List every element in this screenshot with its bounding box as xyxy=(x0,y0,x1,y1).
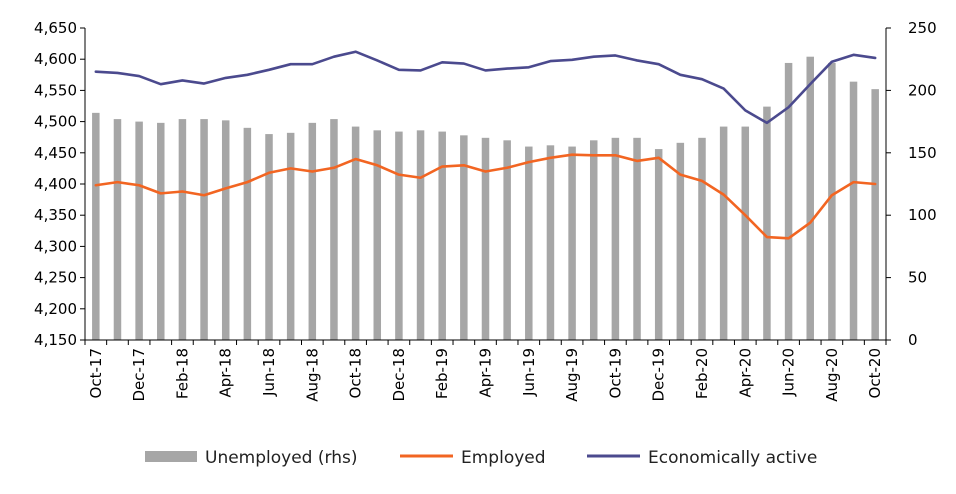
x-tick-label: Jun-18 xyxy=(260,348,278,397)
left-tick-label: 4,650 xyxy=(34,19,77,37)
x-tick-label: Dec-18 xyxy=(390,348,408,402)
bar-unemployed-Apr-18 xyxy=(221,120,230,340)
x-tick-label: Aug-19 xyxy=(563,348,581,402)
bar-unemployed-Jan-18 xyxy=(157,122,165,340)
bar-unemployed-Mar-20 xyxy=(719,126,728,340)
legend-label-employed: Employed xyxy=(461,448,546,468)
bar-unemployed-Nov-19 xyxy=(633,137,641,340)
left-tick-label: 4,600 xyxy=(34,50,77,68)
bar-unemployed-Dec-17 xyxy=(135,121,143,340)
legend: Unemployed (rhs) Employed Economically a… xyxy=(145,448,817,468)
left-tick-label: 4,500 xyxy=(34,113,77,131)
bar-unemployed-Nov-18 xyxy=(373,130,382,340)
bar-unemployed-Aug-18 xyxy=(308,122,317,340)
x-tick-label: Dec-17 xyxy=(130,348,148,402)
x-tick-label: Aug-20 xyxy=(823,348,841,402)
bar-unemployed-Jan-20 xyxy=(676,142,685,340)
series-lines xyxy=(94,50,877,240)
bar-unemployed-Mar-18 xyxy=(200,119,208,340)
unemployed-bars xyxy=(92,56,879,341)
bar-unemployed-Feb-20 xyxy=(698,137,706,340)
x-axis-ticks: Oct-17 Dec-17 Feb-18 Apr-18 Jun-18 Aug-18 Oct-… xyxy=(84,340,887,402)
legend-swatch-unemployed xyxy=(145,451,197,462)
left-tick-label: 4,350 xyxy=(34,206,77,224)
x-tick-label: Aug-18 xyxy=(303,348,321,402)
x-tick-label: Apr-20 xyxy=(736,348,754,398)
x-tick-label: Oct-19 xyxy=(606,348,624,398)
right-tick-label: 0 xyxy=(908,331,918,349)
bar-unemployed-Oct-19 xyxy=(611,137,620,340)
bar-unemployed-Dec-19 xyxy=(654,149,663,340)
bar-unemployed-Sep-18 xyxy=(330,119,338,340)
x-tick-label: Dec-19 xyxy=(650,348,668,402)
bar-unemployed-Nov-17 xyxy=(113,119,122,340)
bar-unemployed-Aug-19 xyxy=(568,146,576,340)
bar-unemployed-May-20 xyxy=(763,106,771,341)
bar-unemployed-Jun-20 xyxy=(784,62,793,340)
bar-unemployed-Jul-20 xyxy=(806,56,814,340)
x-tick-label: Feb-18 xyxy=(173,348,191,399)
bar-unemployed-Feb-18 xyxy=(178,119,187,340)
x-tick-label: Oct-17 xyxy=(87,348,105,398)
left-tick-label: 4,450 xyxy=(34,144,77,162)
left-tick-label: 4,550 xyxy=(34,81,77,99)
bar-unemployed-Mar-19 xyxy=(460,135,468,340)
bar-unemployed-Apr-19 xyxy=(481,137,490,340)
legend-label-unemployed: Unemployed (rhs) xyxy=(205,448,357,468)
bar-unemployed-Jun-18 xyxy=(265,134,273,340)
bar-unemployed-Oct-18 xyxy=(351,126,360,340)
x-tick-label: Apr-18 xyxy=(217,348,235,398)
right-tick-label: 150 xyxy=(908,144,937,162)
legend-label-economically-active: Economically active xyxy=(648,448,817,468)
line-economically-active xyxy=(94,50,877,125)
x-tick-label: Feb-19 xyxy=(433,348,451,399)
x-tick-label: Oct-20 xyxy=(866,348,884,398)
x-tick-label: Apr-19 xyxy=(477,348,495,398)
left-axis-ticks: 4,150 4,200 4,250 4,300 4,350 4,400 4,450 4,500… xyxy=(34,19,85,349)
bar-unemployed-Aug-20 xyxy=(828,62,836,340)
bar-unemployed-Sep-19 xyxy=(589,140,598,340)
bar-unemployed-Jul-18 xyxy=(286,132,295,340)
bar-unemployed-Sep-20 xyxy=(849,81,858,340)
left-tick-label: 4,400 xyxy=(34,175,77,193)
bar-unemployed-Apr-20 xyxy=(741,126,750,340)
bar-unemployed-Oct-17 xyxy=(92,112,100,340)
right-tick-label: 250 xyxy=(908,19,937,37)
right-axis-ticks: 0 50 100 150 200 250 xyxy=(886,19,937,349)
bar-unemployed-Feb-19 xyxy=(438,131,446,340)
bar-unemployed-Jul-19 xyxy=(546,145,555,340)
x-tick-label: Feb-20 xyxy=(693,348,711,399)
bar-unemployed-Dec-18 xyxy=(395,131,403,340)
x-tick-label: Jun-19 xyxy=(520,348,538,397)
left-tick-label: 4,200 xyxy=(34,300,77,318)
left-tick-label: 4,250 xyxy=(34,269,77,287)
x-tick-label: Jun-20 xyxy=(780,348,798,397)
bar-unemployed-Jan-19 xyxy=(416,130,425,340)
bar-unemployed-May-19 xyxy=(503,140,511,340)
right-tick-label: 100 xyxy=(908,206,937,224)
bar-unemployed-Jun-19 xyxy=(525,146,533,340)
right-tick-label: 50 xyxy=(908,269,927,287)
left-tick-label: 4,300 xyxy=(34,237,77,255)
bar-unemployed-May-18 xyxy=(243,127,252,340)
bar-unemployed-Oct-20 xyxy=(871,89,879,341)
x-tick-label: Oct-18 xyxy=(347,348,365,398)
line-employed xyxy=(94,153,877,240)
right-tick-label: 200 xyxy=(908,81,937,99)
left-tick-label: 4,150 xyxy=(34,331,77,349)
